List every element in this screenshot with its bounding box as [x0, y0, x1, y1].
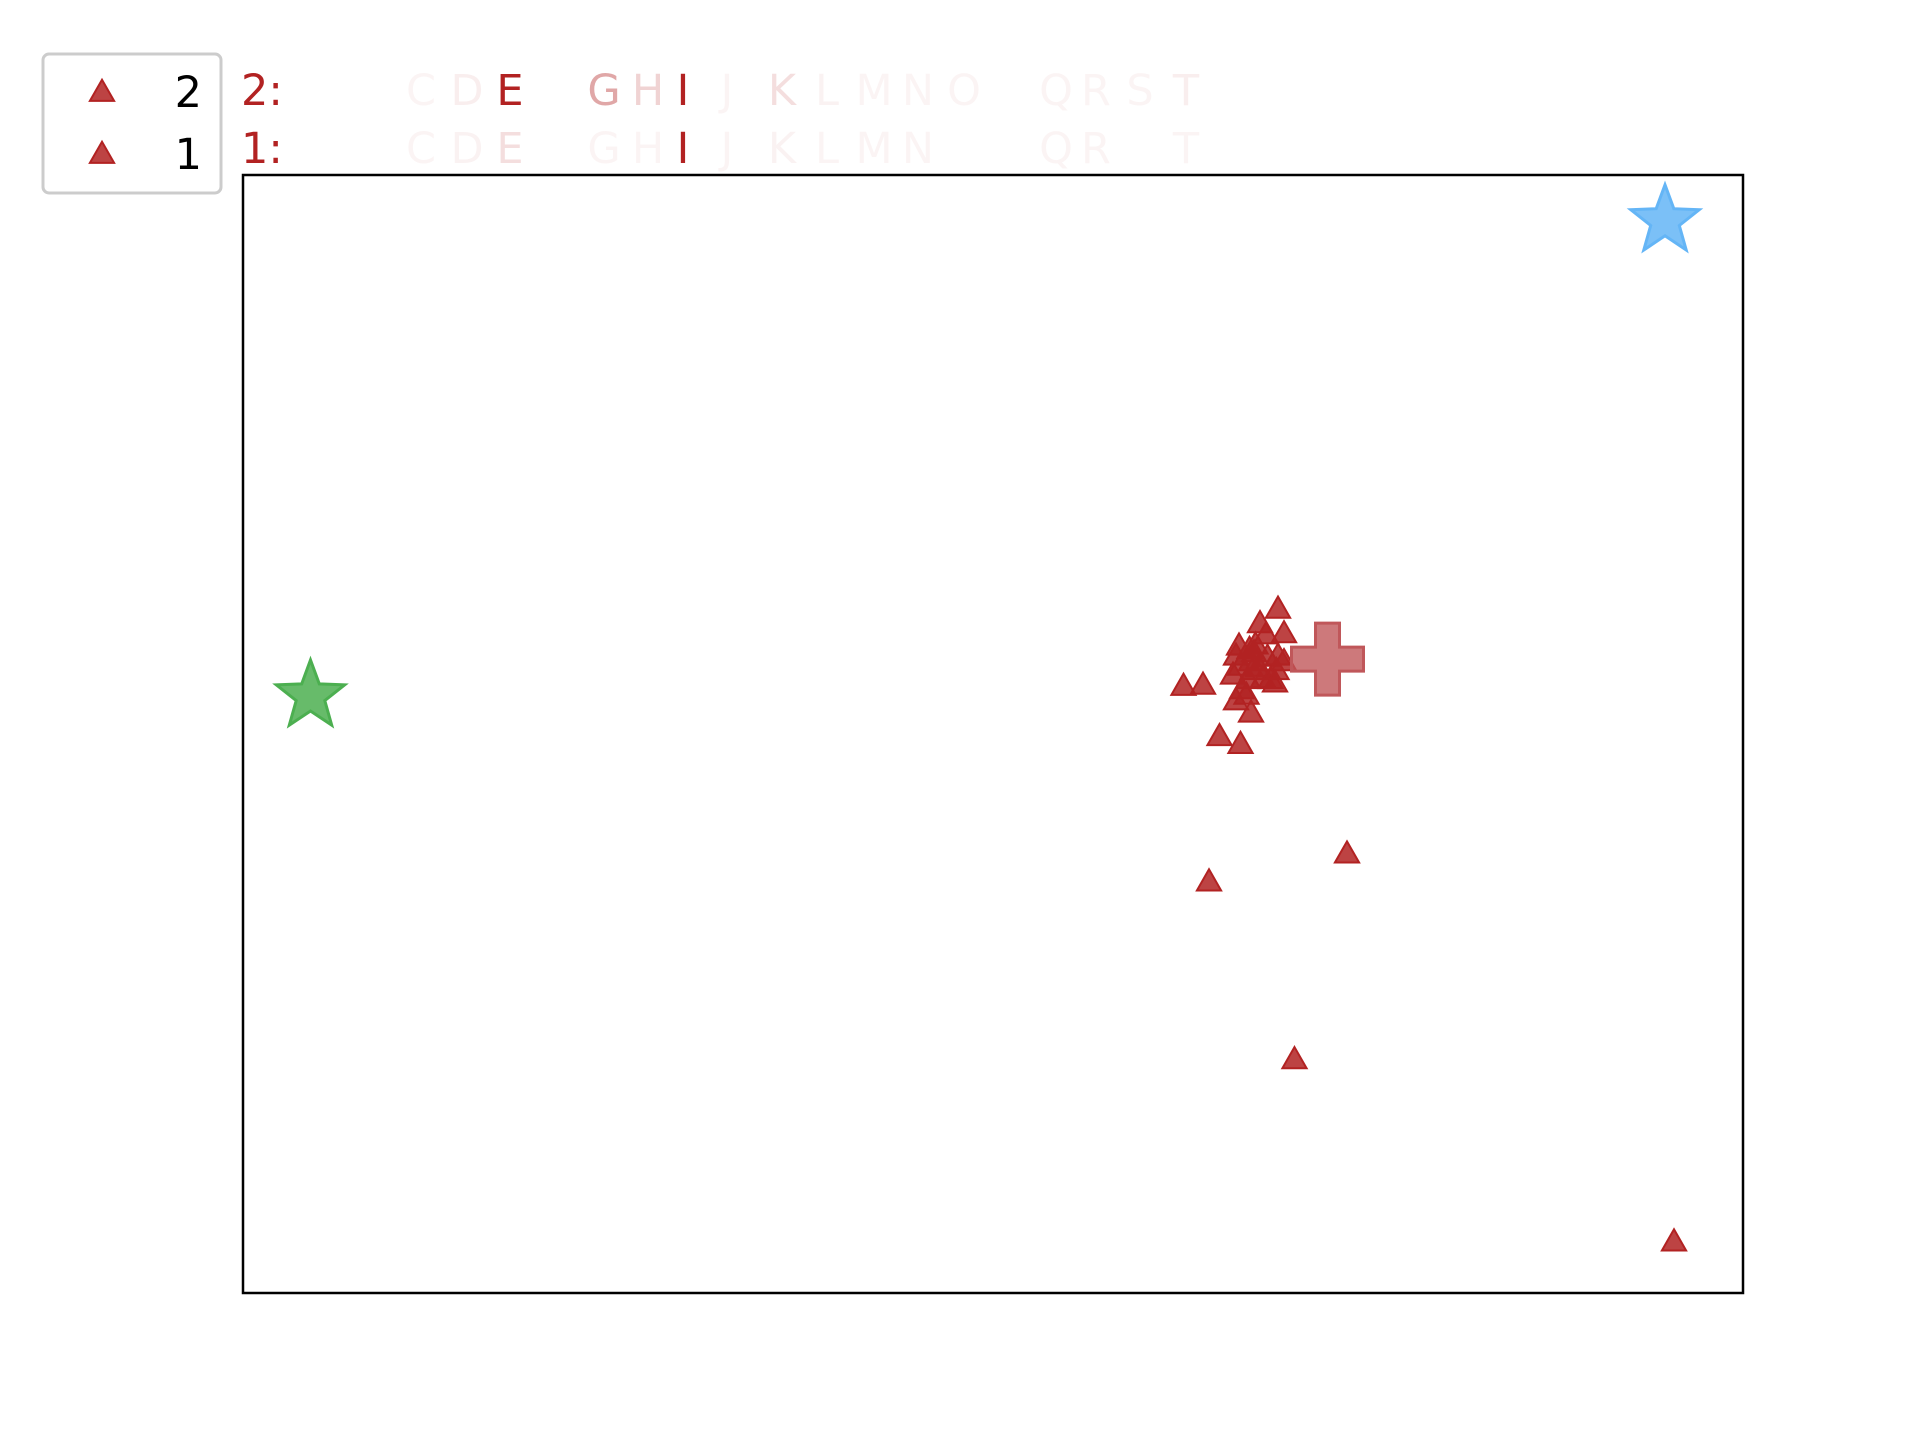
- data-point-triangle: [1189, 670, 1217, 695]
- sequence-letter: H: [632, 66, 664, 116]
- sequence-rows: 2: C D E G H I J K L M N O Q R S T 1: C D E G H I J K L M N Q R T: [241, 66, 1200, 174]
- data-point-triangle: [1264, 641, 1292, 666]
- legend-label-1: 1: [175, 130, 202, 180]
- sequence-letter: J: [718, 66, 734, 116]
- legend-label-2: 2: [175, 68, 202, 118]
- data-point-triangle: [1169, 671, 1198, 696]
- sequence-letter: N: [902, 66, 934, 116]
- sequence-letter: L: [815, 66, 839, 116]
- sequence-letter: O: [947, 66, 981, 116]
- data-point-triangle: [1222, 686, 1250, 711]
- data-point-triangle: [1246, 609, 1274, 634]
- sequence-letter: C: [406, 124, 436, 174]
- sequence-letter: M: [855, 66, 892, 116]
- data-point-triangle: [1660, 1227, 1688, 1252]
- sequence-letter: D: [450, 66, 483, 116]
- sequence-letter: T: [1172, 66, 1200, 116]
- data-point-triangle: [1280, 1045, 1309, 1070]
- sequence-letter: C: [406, 66, 436, 116]
- sequence-letter: G: [587, 66, 620, 116]
- sequence-row-label: 2:: [241, 66, 283, 116]
- plot-area: [241, 173, 1745, 1295]
- sequence-letter: R: [1081, 124, 1111, 174]
- star-blue-marker: [1626, 180, 1704, 254]
- data-point-triangle: [1237, 647, 1265, 672]
- data-point-triangle: [1226, 729, 1255, 754]
- centroid-cross-marker: [1290, 621, 1365, 697]
- legend-frame: [41, 52, 223, 195]
- sequence-letter: Q: [1039, 124, 1073, 174]
- sequence-letter: K: [768, 66, 798, 116]
- sequence-letter: I: [677, 124, 690, 174]
- sequence-letter: Q: [1039, 66, 1073, 116]
- sequence-letter: E: [496, 124, 523, 174]
- data-point-triangle: [1264, 594, 1292, 619]
- star-green-marker: [272, 655, 349, 729]
- sequence-letter: I: [677, 66, 690, 116]
- legend: 21: [41, 52, 223, 195]
- sequence-letter: T: [1172, 124, 1200, 174]
- data-point-triangle: [1261, 668, 1289, 693]
- sequence-letter: H: [632, 124, 664, 174]
- sequence-letter: M: [855, 124, 892, 174]
- data-point-triangle: [1234, 664, 1262, 690]
- data-point-triangle: [1270, 619, 1298, 644]
- data-point-triangle: [1237, 698, 1265, 723]
- sequence-letter: K: [768, 124, 798, 174]
- legend-marker-2: [88, 77, 116, 102]
- sequence-letter: S: [1126, 66, 1153, 116]
- sequence-row-label: 1:: [241, 124, 283, 174]
- data-point-triangle: [1333, 839, 1361, 864]
- sequence-letter: D: [450, 124, 483, 174]
- special-markers: [272, 180, 1704, 729]
- sequence-letter: J: [718, 124, 734, 174]
- legend-marker-1: [88, 139, 116, 164]
- sequence-letter: N: [902, 124, 934, 174]
- sequence-letter: L: [815, 124, 839, 174]
- data-point-triangle: [1205, 721, 1234, 747]
- sequence-letter: R: [1081, 66, 1111, 116]
- sequence-letter: E: [496, 66, 523, 116]
- sequence-letter: G: [587, 124, 620, 174]
- data-point-triangle: [1195, 867, 1223, 892]
